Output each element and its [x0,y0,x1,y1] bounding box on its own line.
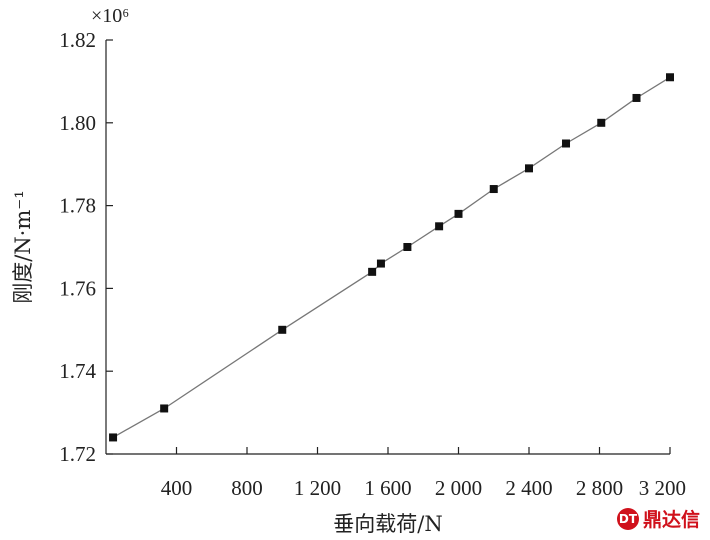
y-tick-label: 1.72 [59,442,96,466]
y-multiplier: ×10⁶ [91,5,129,27]
data-point-marker [489,185,498,194]
x-tick-label: 1 200 [294,476,341,500]
x-tick-label: 3 200 [639,476,686,500]
watermark-text: 鼎达信 [642,509,700,531]
data-point-marker [597,118,606,127]
y-tick-label: 1.82 [59,28,96,52]
data-point-marker [368,267,377,276]
y-tick-label: 1.80 [59,111,96,135]
data-point-marker [632,93,641,102]
series-line [112,76,671,438]
data-point-marker [562,139,571,148]
data-point-marker [376,259,385,268]
plot-area: 1.72 1.74 1.76 1.78 1.80 1.82 400 800 1 200 1 60… [59,28,686,500]
x-ticks: 400 800 1 200 1 600 2 000 2 400 2 800 3 200 [161,447,686,500]
data-point-marker [666,73,674,82]
data-point-marker [454,209,463,218]
data-point-marker [160,404,169,413]
x-tick-label: 2 400 [505,476,552,500]
x-tick-label: 800 [231,476,263,500]
series [109,73,674,442]
y-tick-label: 1.76 [59,276,96,300]
watermark-logo-icon: DT [616,507,639,530]
data-point-marker [278,325,287,334]
data-point-marker [525,164,533,173]
y-tick-label: 1.74 [59,359,96,383]
watermark: DT 鼎达信 [616,505,700,532]
data-point-marker [403,243,412,251]
x-tick-label: 2 000 [435,476,482,500]
x-tick-label: 400 [161,476,193,500]
y-axis-title: 刚度/N·m⁻¹ [11,190,35,304]
x-tick-label: 1 600 [364,476,411,500]
x-tick-label: 2 800 [576,476,623,500]
x-axis-title: 垂向载荷/N [333,512,442,536]
y-tick-label: 1.78 [59,194,96,218]
data-point-marker [109,433,118,442]
data-point-marker [435,222,444,231]
y-ticks: 1.72 1.74 1.76 1.78 1.80 1.82 [59,28,113,466]
